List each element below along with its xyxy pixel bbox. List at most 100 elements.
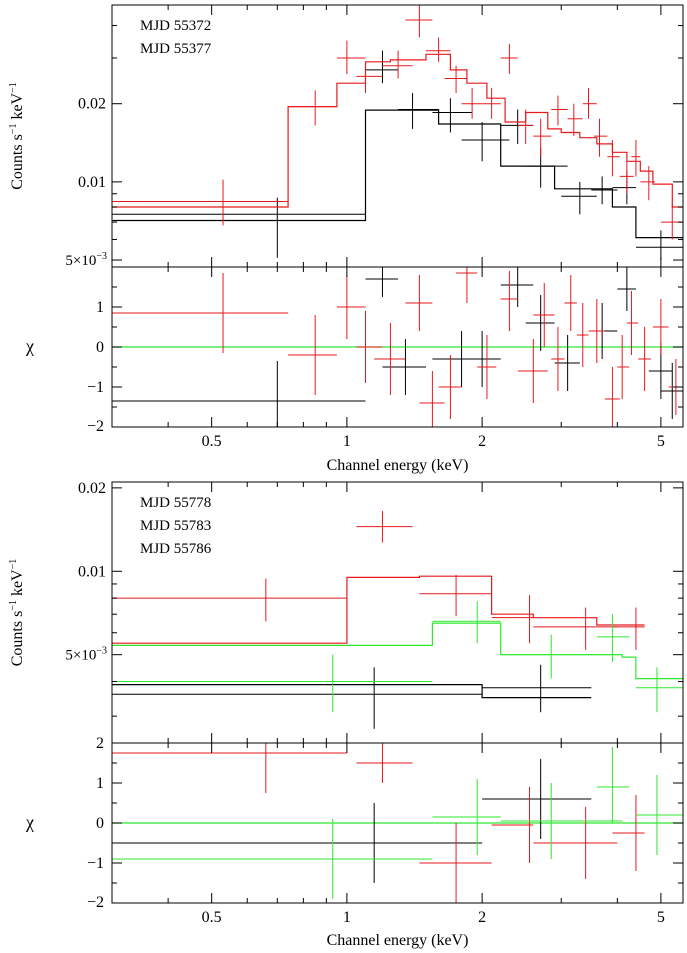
residual-y-axis-label: χ bbox=[25, 336, 34, 356]
residual-y-axis-label: χ bbox=[25, 812, 34, 832]
data-point-red bbox=[336, 40, 366, 75]
residual-point-red bbox=[533, 807, 618, 879]
x-tick-label: 5 bbox=[657, 433, 665, 450]
residual-y-tick-label: −2 bbox=[87, 418, 104, 435]
y-tick-label: 0.01 bbox=[78, 174, 106, 191]
y-tick-label: 5×10−3 bbox=[65, 646, 107, 664]
data-point-black bbox=[482, 664, 592, 713]
data-point-black bbox=[365, 50, 399, 84]
residual-y-tick-label: 1 bbox=[96, 299, 104, 316]
ylabel-part: keV bbox=[9, 92, 26, 123]
model-line-red bbox=[112, 53, 683, 208]
legend-entry: MJD 55778 bbox=[140, 495, 211, 511]
data-point-red bbox=[356, 61, 383, 93]
ylabel-exponent: −1 bbox=[8, 600, 19, 611]
residual-point-red bbox=[612, 795, 645, 871]
residual-point-black bbox=[525, 295, 555, 351]
data-point-red bbox=[607, 139, 620, 177]
data-point-red bbox=[419, 574, 492, 616]
legend-entry: MJD 55786 bbox=[140, 541, 212, 557]
residual-point-green bbox=[596, 747, 630, 823]
data-point-black bbox=[398, 92, 439, 129]
y-tick-label: 5×10−3 bbox=[65, 251, 107, 269]
legend-entry: MJD 55372 bbox=[140, 18, 211, 34]
residual-point-green bbox=[432, 779, 501, 855]
data-point-red bbox=[533, 118, 552, 157]
ylabel-exponent: −1 bbox=[8, 82, 19, 93]
data-point-black bbox=[112, 667, 483, 729]
residual-point-red bbox=[500, 271, 518, 331]
model-line-black bbox=[112, 684, 592, 699]
residual-y-tick-label: 0 bbox=[96, 339, 104, 356]
data-point-red bbox=[533, 607, 618, 650]
residual-point-red bbox=[112, 273, 289, 353]
model-line-red bbox=[112, 575, 645, 644]
spectrum-y-ticks bbox=[112, 487, 683, 717]
residual-point-green bbox=[500, 783, 623, 859]
chart-panel-1: 0.5 1 2 5 Channel energy (keV) 5×10−3 0.01 0.02… bbox=[8, 4, 684, 474]
residual-y-tick-label: −2 bbox=[87, 894, 104, 911]
data-point-red bbox=[567, 103, 583, 137]
ylabel-part: Counts s bbox=[9, 134, 26, 190]
x-tick-label: 2 bbox=[478, 433, 486, 450]
model-line-black bbox=[112, 109, 683, 239]
spectrum-plot-area bbox=[112, 511, 683, 729]
residual-plot-area bbox=[112, 267, 683, 427]
residual-y-tick-label: 2 bbox=[96, 735, 104, 752]
x-tick-label: 1 bbox=[343, 433, 351, 450]
residual-point-red bbox=[356, 743, 413, 783]
x-axis-label: Channel energy (keV) bbox=[327, 457, 469, 474]
y-tick-label: 0.02 bbox=[78, 96, 106, 113]
residual-point-red bbox=[405, 275, 433, 331]
data-point-red bbox=[444, 65, 467, 93]
data-point-black bbox=[561, 181, 597, 215]
legend-entry: MJD 55783 bbox=[140, 518, 211, 534]
residual-point-red bbox=[112, 743, 347, 793]
data-point-green bbox=[112, 654, 433, 713]
data-point-red bbox=[405, 5, 433, 38]
residual-point-red bbox=[336, 275, 366, 339]
y-tick-label-main: 5×10 bbox=[65, 253, 96, 269]
data-point-red bbox=[461, 87, 483, 119]
residual-point-red bbox=[604, 367, 620, 427]
data-point-red bbox=[631, 139, 641, 177]
x-tick-label: 2 bbox=[478, 909, 486, 926]
residual-point-green bbox=[112, 819, 433, 899]
data-point-black bbox=[112, 197, 366, 258]
data-point-black bbox=[461, 122, 510, 162]
x-tick-label: 0.5 bbox=[202, 433, 222, 450]
data-point-red bbox=[612, 607, 645, 650]
residual-point-red bbox=[576, 303, 589, 367]
data-point-red bbox=[382, 50, 413, 79]
x-tick-label: 5 bbox=[657, 909, 665, 926]
residual-point-black bbox=[554, 335, 580, 391]
residual-point-red bbox=[419, 823, 492, 903]
data-point-red bbox=[491, 595, 534, 644]
residual-point-red bbox=[617, 335, 630, 399]
data-point-red bbox=[112, 578, 347, 622]
x-ticks bbox=[111, 5, 662, 427]
residual-point-red bbox=[374, 323, 406, 395]
residual-point-black bbox=[500, 267, 534, 307]
residual-point-red bbox=[419, 371, 445, 427]
residual-point-red bbox=[626, 291, 639, 355]
residual-y-ticks bbox=[112, 266, 683, 428]
residual-point-black bbox=[365, 267, 399, 297]
y-tick-label: 0.01 bbox=[78, 563, 106, 580]
residual-y-tick-label: −1 bbox=[87, 379, 104, 396]
data-point-green bbox=[500, 634, 623, 679]
residual-point-red bbox=[456, 267, 478, 303]
residual-point-red bbox=[356, 311, 383, 383]
spectrum-y-axis-label: Counts s−1 keV−1 bbox=[8, 82, 26, 190]
data-point-black bbox=[591, 176, 618, 205]
data-point-black bbox=[432, 98, 473, 133]
data-point-red bbox=[425, 37, 451, 62]
y-tick-label-exponent: −3 bbox=[96, 646, 107, 657]
residual-point-red bbox=[564, 275, 577, 331]
data-point-green bbox=[635, 667, 683, 713]
spectrum-y-ticks bbox=[112, 25, 683, 261]
data-point-green bbox=[432, 601, 501, 644]
data-point-red bbox=[517, 109, 534, 144]
chart-panel-2: 0.5 1 2 5 Channel energy (keV) 5×10−3 0.01 0.02… bbox=[8, 480, 684, 949]
x-axis-label: Channel energy (keV) bbox=[327, 932, 469, 949]
